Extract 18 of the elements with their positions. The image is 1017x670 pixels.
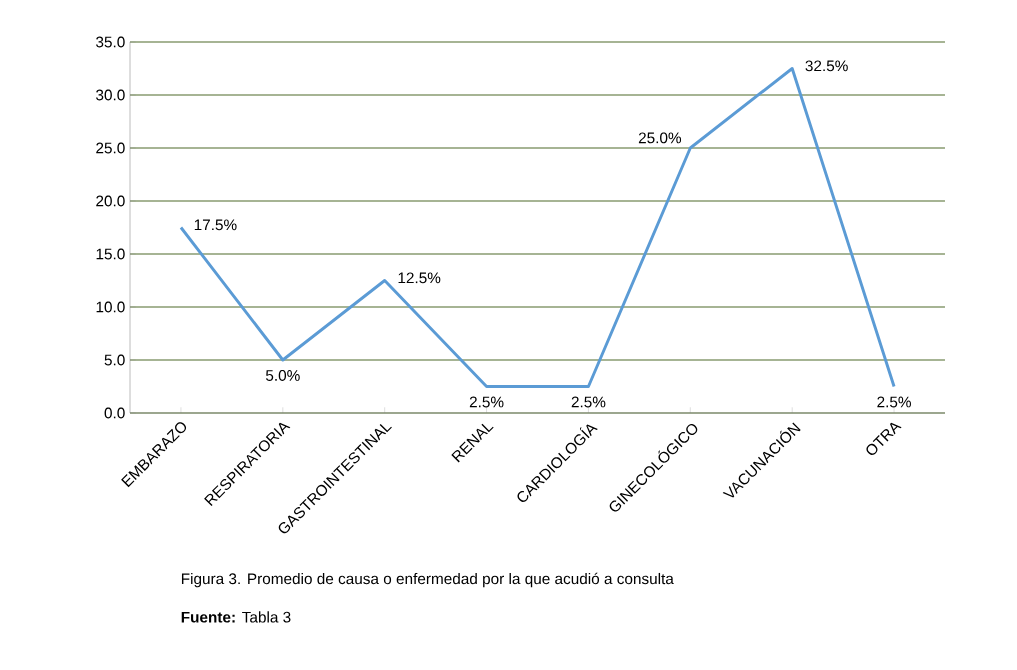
data-label: 5.0% [265, 370, 300, 381]
text: Fuente: Tabla 3 [181, 611, 291, 623]
y-tick-label: 20.0 [96, 195, 125, 207]
y-tick-label: 5.0 [104, 354, 125, 366]
data-label: 17.5% [194, 219, 237, 231]
y-tick-label: 25.0 [96, 142, 125, 154]
y-tick-label: 35.0 [96, 36, 125, 48]
y-tick-label: 0.0 [104, 407, 125, 419]
text: Figura 3. Promedio de causa o enfermedad por la que acudió a consulta [181, 572, 674, 588]
y-tick-label: 10.0 [96, 301, 125, 313]
data-label: 2.5% [469, 396, 504, 408]
y-tick-label: 30.0 [96, 89, 125, 101]
data-label: 12.5% [398, 272, 441, 284]
data-label: 2.5% [571, 396, 606, 408]
y-tick-label: 15.0 [96, 248, 125, 260]
data-label: 2.5% [877, 396, 911, 408]
data-label: 25.0% [638, 132, 682, 144]
data-label: 32.5% [805, 60, 848, 72]
